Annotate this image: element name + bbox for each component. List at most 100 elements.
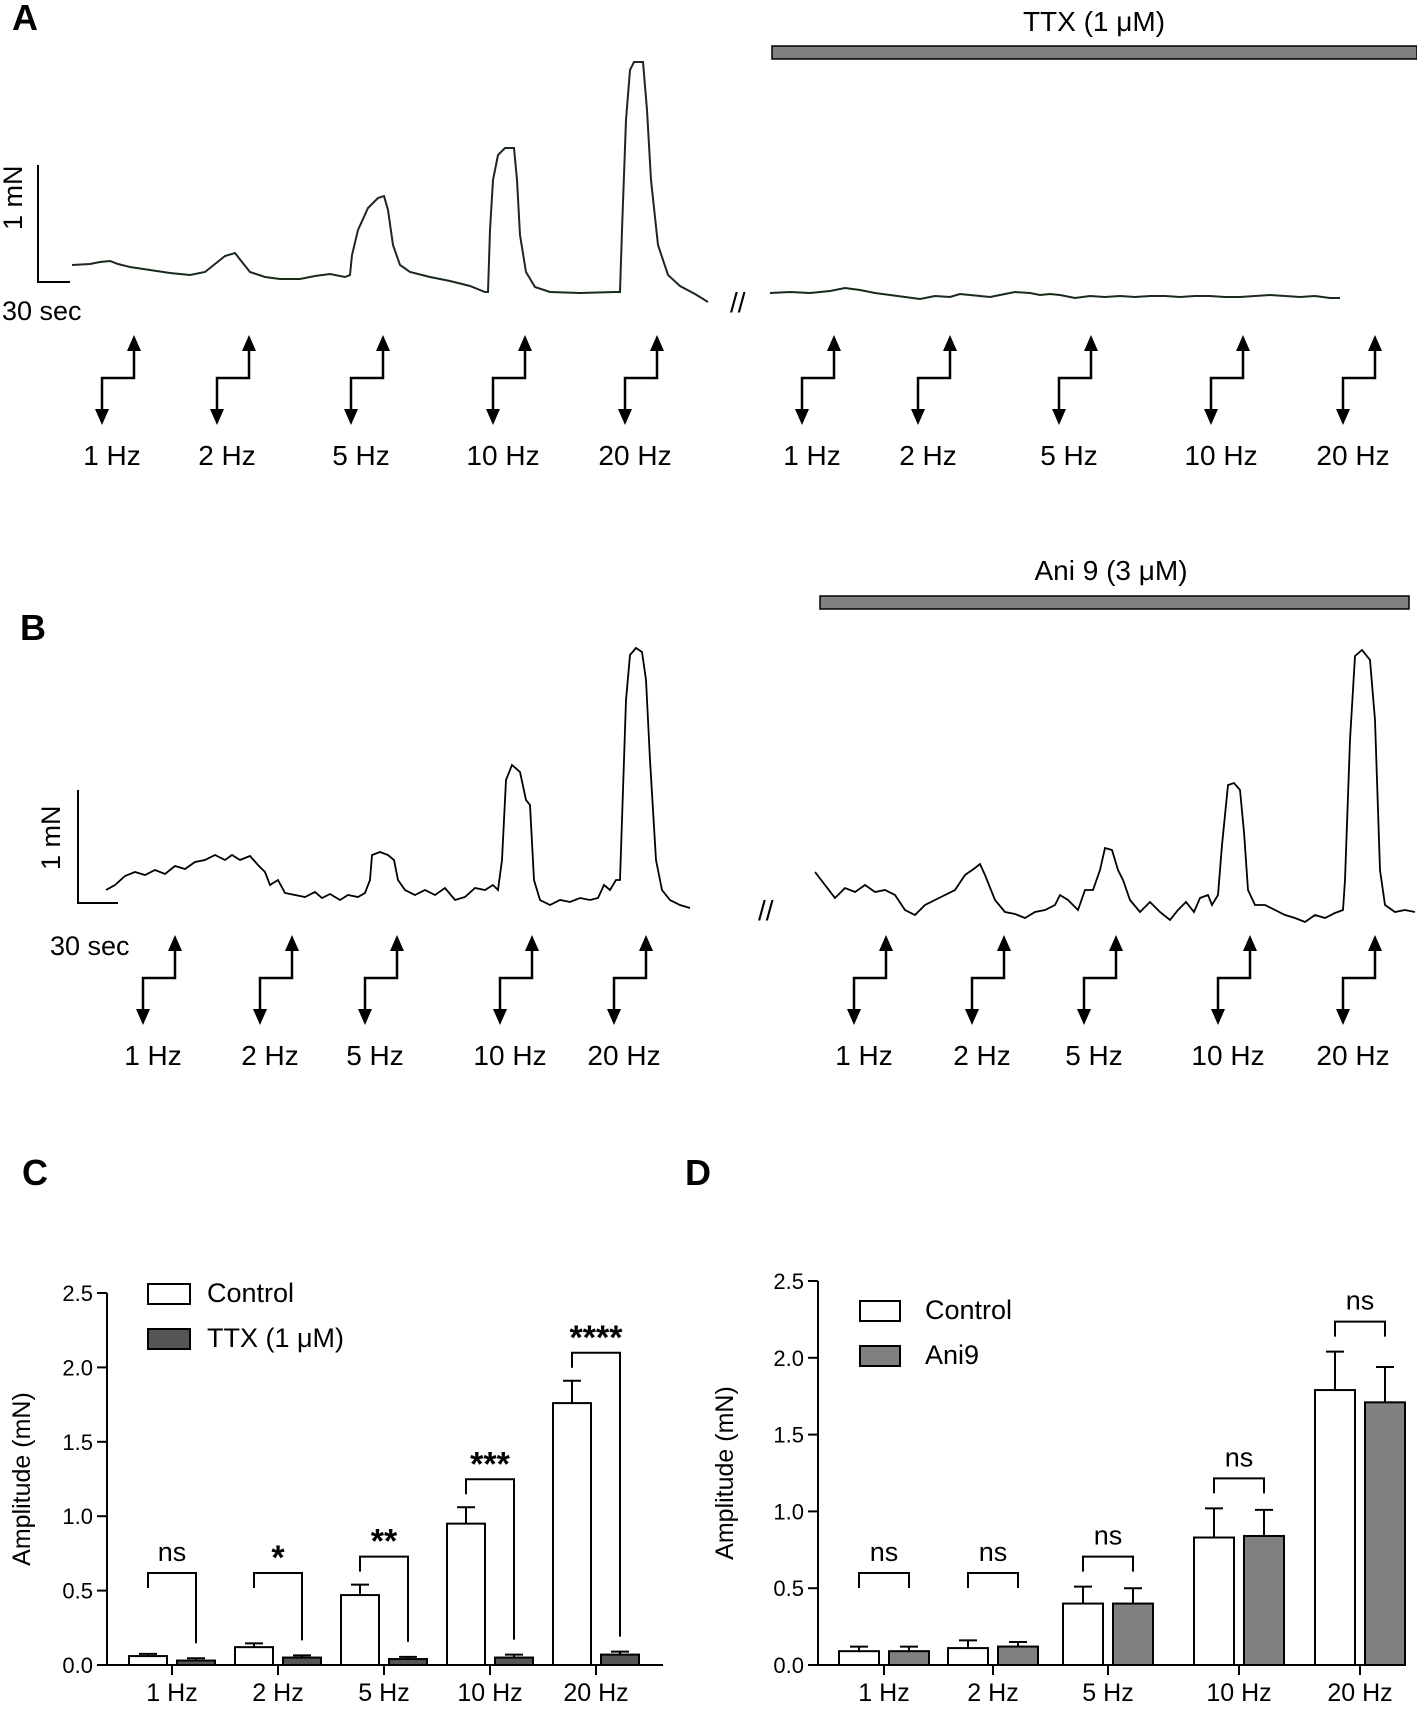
stim-step-line [1216,948,1252,1013]
arrow-up-icon [1084,335,1098,351]
drug-label-a: TTX (1 μM) [1023,6,1165,37]
significance-label: ns [1346,1286,1375,1316]
arrow-up-icon [1243,935,1257,951]
stim-marker: 20 Hz [587,935,661,1071]
legend-label: Control [925,1295,1012,1325]
stim-marker: 10 Hz [1184,335,1258,471]
drug-bar-a [771,45,1417,60]
y-tick-label: 1.5 [62,1430,93,1455]
chart-c: 0.0 0.5 1.0 1.5 2.0 2.5 Amplitude (mN) 1 Hz ns 2 … [8,1278,663,1707]
break-mark-a: // [730,287,746,318]
stim-label: 10 Hz [466,440,539,471]
y-tick-label: 0.5 [773,1576,804,1601]
stim-marker: 10 Hz [473,935,547,1071]
arrow-up-icon [650,335,664,351]
legend-swatch [859,1345,901,1367]
significance-bracket [359,1555,409,1642]
stim-marker: 2 Hz [953,935,1011,1071]
break-mark-b: // [758,895,774,926]
stim-label: 2 Hz [198,440,256,471]
bar [1364,1401,1406,1666]
arrow-down-icon [607,1009,621,1025]
bar [552,1402,592,1667]
significance-bracket [1213,1477,1265,1494]
bar [494,1656,534,1667]
arrow-down-icon [253,1009,267,1025]
stim-label: 5 Hz [1065,1040,1123,1071]
bar [1062,1602,1104,1667]
arrow-down-icon [847,1009,861,1025]
stim-label: 20 Hz [1316,1040,1389,1071]
stim-marker: 10 Hz [1191,935,1265,1071]
significance-label: ** [371,1523,398,1561]
arrow-down-icon [795,409,809,425]
y-axis-label: Amplitude (mN) [8,1392,36,1566]
arrow-up-icon [1368,935,1382,951]
significance-label: ns [158,1537,187,1567]
stim-marker: 2 Hz [198,335,256,471]
arrow-up-icon [285,935,299,951]
arrow-down-icon [358,1009,372,1025]
significance-bracket [147,1572,197,1644]
bar [176,1659,216,1667]
stim-step-line [1057,348,1093,413]
bar [947,1647,989,1667]
y-tick-label: 1.5 [773,1423,804,1448]
y-tick-label: 0.0 [62,1653,93,1678]
scale-x-label-a: 30 sec [2,296,82,326]
arrow-up-icon [1109,935,1123,951]
arrow-up-icon [943,335,957,351]
stim-step-line [363,948,399,1013]
arrow-up-icon [242,335,256,351]
arrow-down-icon [618,409,632,425]
stim-markers-a: 1 Hz 2 Hz 5 Hz 10 Hz 20 Hz 1 Hz 2 Hz 5 Hz 10 Hz 2… [83,335,1390,471]
trace-a-ttx [769,286,1340,301]
arrow-up-icon [1368,335,1382,351]
significance-bracket [967,1572,1019,1588]
arrow-up-icon [997,935,1011,951]
x-tick-label: 5 Hz [1082,1679,1133,1707]
stim-label: 5 Hz [346,1040,404,1071]
scale-y-label-b: 1 mN [36,805,66,870]
stim-label: 2 Hz [953,1040,1011,1071]
panel-label-c: C [22,1152,48,1193]
bar [1314,1389,1356,1667]
panel-b: 1 mN 30 sec // Ani 9 (3 μM) 1 Hz 2 Hz 5 Hz… [36,555,1416,1071]
stim-markers-b: 1 Hz 2 Hz 5 Hz 10 Hz 20 Hz 1 Hz 2 Hz 5 Hz 10 Hz 2… [124,935,1390,1071]
significance-label: *** [470,1445,510,1483]
stim-step-line [852,948,888,1013]
legend-swatch [859,1300,901,1322]
y-tick-label: 2.5 [773,1269,804,1294]
arrow-up-icon [168,935,182,951]
arrow-up-icon [1236,335,1250,351]
x-tick-label: 2 Hz [252,1679,303,1707]
arrow-down-icon [493,1009,507,1025]
stim-marker: 1 Hz [83,335,141,471]
arrow-up-icon [525,935,539,951]
stim-marker: 10 Hz [466,335,540,471]
stim-label: 2 Hz [899,440,957,471]
legend-swatch [147,1283,191,1305]
chart-d: 0.0 0.5 1.0 1.5 2.0 2.5 Amplitude (mN) 1 Hz ns 2 … [711,1269,1406,1707]
stim-step-line [498,948,534,1013]
panel-label-b: B [20,607,46,648]
bar [128,1655,168,1667]
stim-label: 5 Hz [332,440,390,471]
significance-label: ns [1094,1521,1123,1551]
stim-marker: 1 Hz [783,335,841,471]
y-tick-label: 2.5 [62,1281,93,1306]
arrow-down-icon [486,409,500,425]
arrow-down-icon [210,409,224,425]
significance-bracket [465,1478,515,1640]
stim-step-line [916,348,952,413]
bar [340,1594,380,1666]
stim-step-line [970,948,1006,1013]
stim-label: 20 Hz [587,1040,660,1071]
y-tick-label: 1.0 [773,1499,804,1524]
stim-step-line [623,348,659,413]
trace-b-control [105,646,691,909]
stim-step-line [258,948,294,1013]
legend-swatch [147,1328,191,1350]
y-tick-label: 0.5 [62,1579,93,1604]
bar [1193,1536,1235,1666]
